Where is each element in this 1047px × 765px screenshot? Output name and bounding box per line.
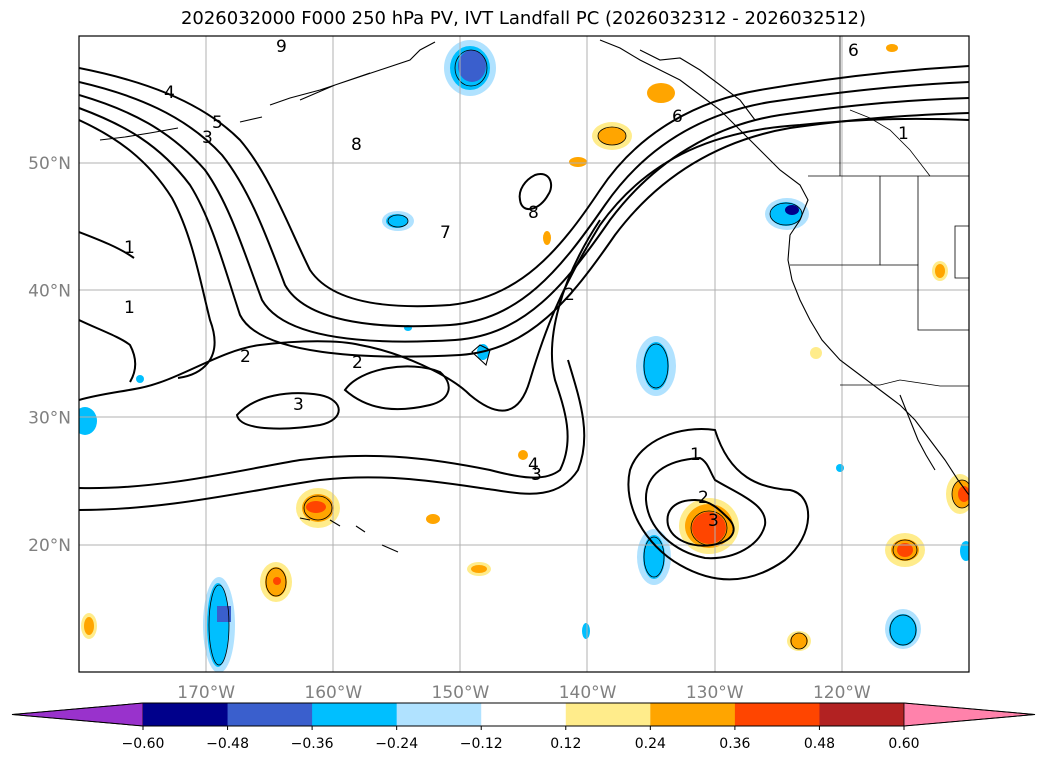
colorbar-tick-label: 0.36 <box>719 736 750 752</box>
positive-anomaly <box>543 231 551 245</box>
longitude-labels: 170°W 160°W 150°W 140°W 130°W 120°W <box>177 683 871 703</box>
contour-label: 1 <box>124 238 135 258</box>
contour-label: 2 <box>352 353 363 373</box>
positive-anomaly <box>598 127 626 145</box>
colorbar-tick-label: −0.36 <box>291 736 334 752</box>
colorbar-bin <box>396 703 482 726</box>
colorbar-extension-low <box>11 702 144 727</box>
negative-anomaly <box>136 375 144 383</box>
anomaly-outlines <box>208 49 969 666</box>
contour-label: 6 <box>672 107 683 127</box>
positive-anomaly <box>518 450 528 460</box>
positive-anomaly <box>569 157 587 167</box>
colorbar-tick-label: 0.48 <box>804 736 835 752</box>
negative-anomaly <box>217 606 231 622</box>
latitude-label: 20°N <box>28 536 71 556</box>
contour-label: 3 <box>531 465 542 485</box>
positive-anomaly <box>84 617 94 635</box>
colorbar-tick-label: 0.60 <box>888 736 919 752</box>
colorbar-bin <box>650 703 736 726</box>
map-title: 2026032000 F000 250 hPa PV, IVT Landfall… <box>180 8 867 29</box>
positive-anomaly <box>647 83 675 103</box>
shaded-anomalies <box>79 40 969 672</box>
colorbar: −0.60 −0.48 −0.36 −0.24 −0.12 0.12 0.24 0.36 0.4… <box>11 702 1036 752</box>
negative-anomaly <box>960 541 969 561</box>
contour-label: 1 <box>124 298 135 318</box>
positive-anomaly <box>935 264 945 278</box>
contour-label: 1 <box>898 124 909 144</box>
contour-label: 8 <box>351 135 362 155</box>
colorbar-bin <box>565 703 651 726</box>
negative-anomaly <box>458 50 486 82</box>
contour-label: 3 <box>293 395 304 415</box>
negative-anomaly <box>889 614 917 646</box>
contour-label: 4 <box>164 83 175 103</box>
contour-label: 3 <box>708 511 719 531</box>
longitude-label: 170°W <box>177 683 235 703</box>
contour-label: 3 <box>202 128 213 148</box>
colorbar-extension-high <box>903 702 1036 727</box>
contour-label: 2 <box>240 347 251 367</box>
positive-anomaly <box>886 44 898 52</box>
negative-anomaly <box>770 202 802 226</box>
colorbar-bin <box>312 703 398 726</box>
contour-label: 5 <box>212 113 223 133</box>
colorbar-bin <box>734 703 820 726</box>
longitude-label: 120°W <box>813 683 871 703</box>
colorbar-bin <box>819 703 905 726</box>
latitude-labels: 50°N 40°N 30°N 20°N <box>28 154 71 556</box>
contour-label: 6 <box>848 41 859 61</box>
positive-anomaly <box>692 512 726 544</box>
negative-anomaly <box>386 214 408 228</box>
colorbar-tick-label: −0.48 <box>206 736 249 752</box>
negative-anomaly <box>836 464 844 472</box>
negative-anomaly <box>643 535 665 579</box>
graticule <box>79 36 969 672</box>
positive-anomaly <box>426 514 440 524</box>
colorbar-tick-label: −0.24 <box>375 736 418 752</box>
contour-label: 4 <box>528 455 539 475</box>
contour-label: 1 <box>690 445 701 465</box>
contour-label: 7 <box>440 223 451 243</box>
colorbar-bin <box>143 703 229 726</box>
political-borders <box>790 36 969 387</box>
contour-labels: 9 4 5 3 8 7 8 1 1 2 2 3 2 4 3 1 2 3 6 6 … <box>124 37 909 531</box>
map-frame <box>78 35 970 673</box>
negative-anomaly <box>79 407 97 435</box>
positive-anomaly <box>790 633 808 649</box>
positive-anomaly <box>897 543 913 557</box>
negative-anomaly <box>207 583 229 667</box>
negative-anomaly <box>643 342 669 390</box>
latitude-label: 30°N <box>28 409 71 429</box>
contour-label: 8 <box>528 203 539 223</box>
colorbar-bin <box>481 703 567 726</box>
longitude-label: 160°W <box>304 683 362 703</box>
latitude-label: 40°N <box>28 281 71 301</box>
positive-anomaly <box>273 577 281 585</box>
positive-anomaly <box>471 565 487 573</box>
contour-label: 2 <box>564 285 575 305</box>
colorbar-tick-label: −0.12 <box>460 736 503 752</box>
map-area: 9 4 5 3 8 7 8 1 1 2 2 3 2 4 3 1 2 3 6 6 … <box>79 36 969 672</box>
longitude-label: 130°W <box>686 683 744 703</box>
colorbar-tick-label: 0.24 <box>635 736 666 752</box>
negative-anomaly <box>582 623 590 639</box>
positive-anomaly <box>306 501 326 513</box>
colorbar-bin <box>227 703 313 726</box>
positive-anomaly <box>958 486 969 502</box>
positive-anomaly <box>810 347 822 359</box>
negative-anomaly <box>785 205 799 215</box>
contour-lines <box>79 65 969 581</box>
colorbar-tick-label: −0.60 <box>122 736 165 752</box>
colorbar-tick-label: 0.12 <box>550 736 581 752</box>
contour-label: 9 <box>276 37 287 57</box>
contour-label: 2 <box>698 488 709 508</box>
longitude-label: 150°W <box>432 683 490 703</box>
latitude-label: 50°N <box>28 154 71 174</box>
longitude-label: 140°W <box>559 683 617 703</box>
coastlines <box>99 39 969 553</box>
